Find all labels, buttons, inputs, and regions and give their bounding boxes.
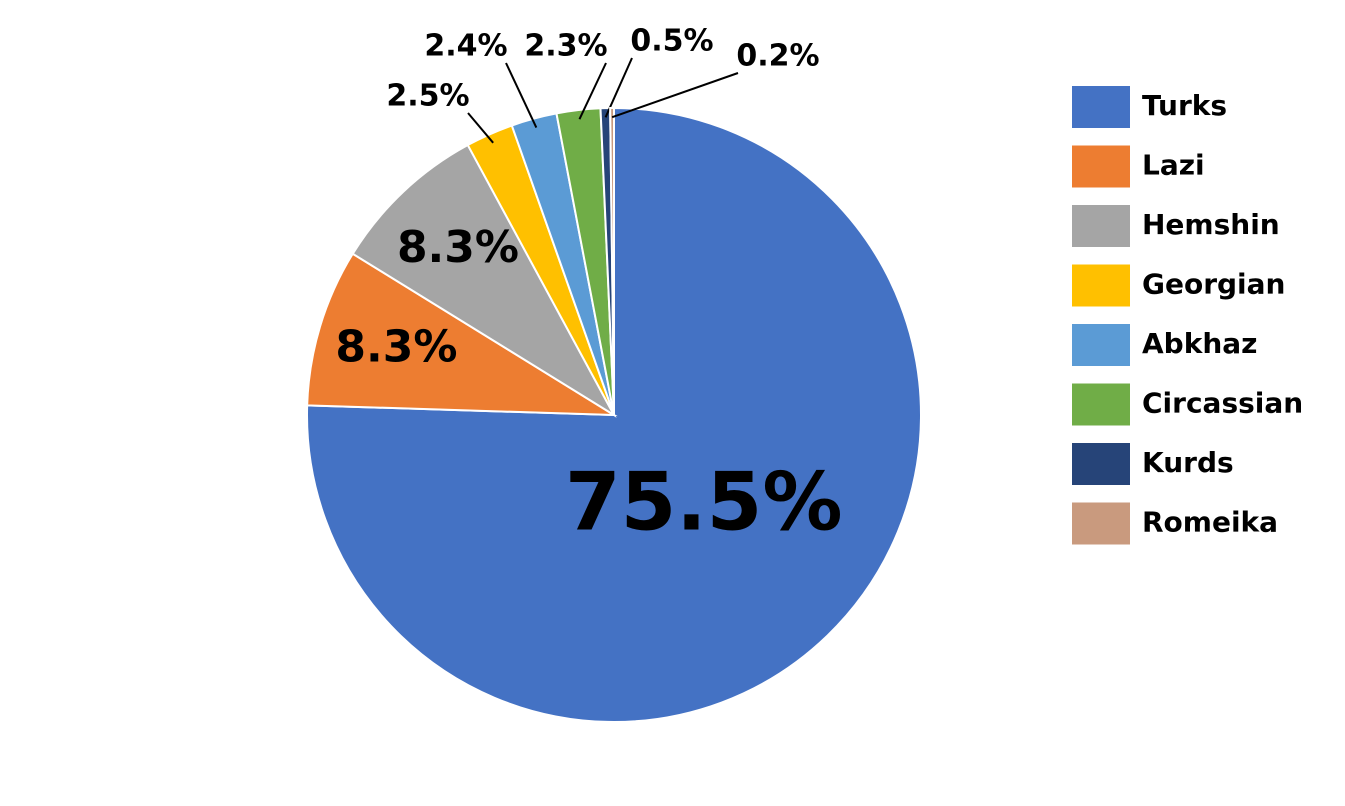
- legend-swatch: [1072, 502, 1130, 545]
- legend-swatch: [1072, 324, 1130, 366]
- legend-label: Turks: [1142, 89, 1227, 122]
- legend-label: Hemshin: [1142, 208, 1280, 241]
- legend-swatch: [1072, 205, 1130, 247]
- legend-swatch: [1072, 443, 1130, 485]
- value-label: 8.3%: [397, 222, 519, 273]
- value-label: 8.3%: [335, 322, 457, 373]
- value-label: 75.5%: [565, 456, 843, 549]
- leader-line: [467, 112, 494, 144]
- leader-line: [578, 62, 607, 120]
- legend-swatch: [1072, 264, 1130, 307]
- value-label: 0.2%: [736, 39, 819, 74]
- leader-line: [505, 62, 538, 128]
- pie-slice: [609, 106, 615, 416]
- pie-slice: [306, 252, 618, 417]
- legend-label: Romeika: [1142, 506, 1278, 539]
- legend-swatch: [1072, 383, 1130, 426]
- legend-label: Abkhaz: [1142, 327, 1257, 360]
- value-label: 2.3%: [524, 29, 607, 64]
- legend-label: Kurds: [1142, 446, 1234, 479]
- value-label: 2.4%: [424, 29, 507, 64]
- value-label: 0.5%: [630, 24, 713, 59]
- legend-label: Georgian: [1142, 268, 1286, 301]
- pie-slice: [351, 143, 617, 418]
- legend-swatch: [1072, 145, 1130, 188]
- leader-line: [611, 72, 739, 119]
- legend-label: Lazi: [1142, 149, 1205, 182]
- legend-swatch: [1072, 86, 1130, 128]
- legend-label: Circassian: [1142, 387, 1303, 420]
- value-label: 2.5%: [386, 79, 469, 114]
